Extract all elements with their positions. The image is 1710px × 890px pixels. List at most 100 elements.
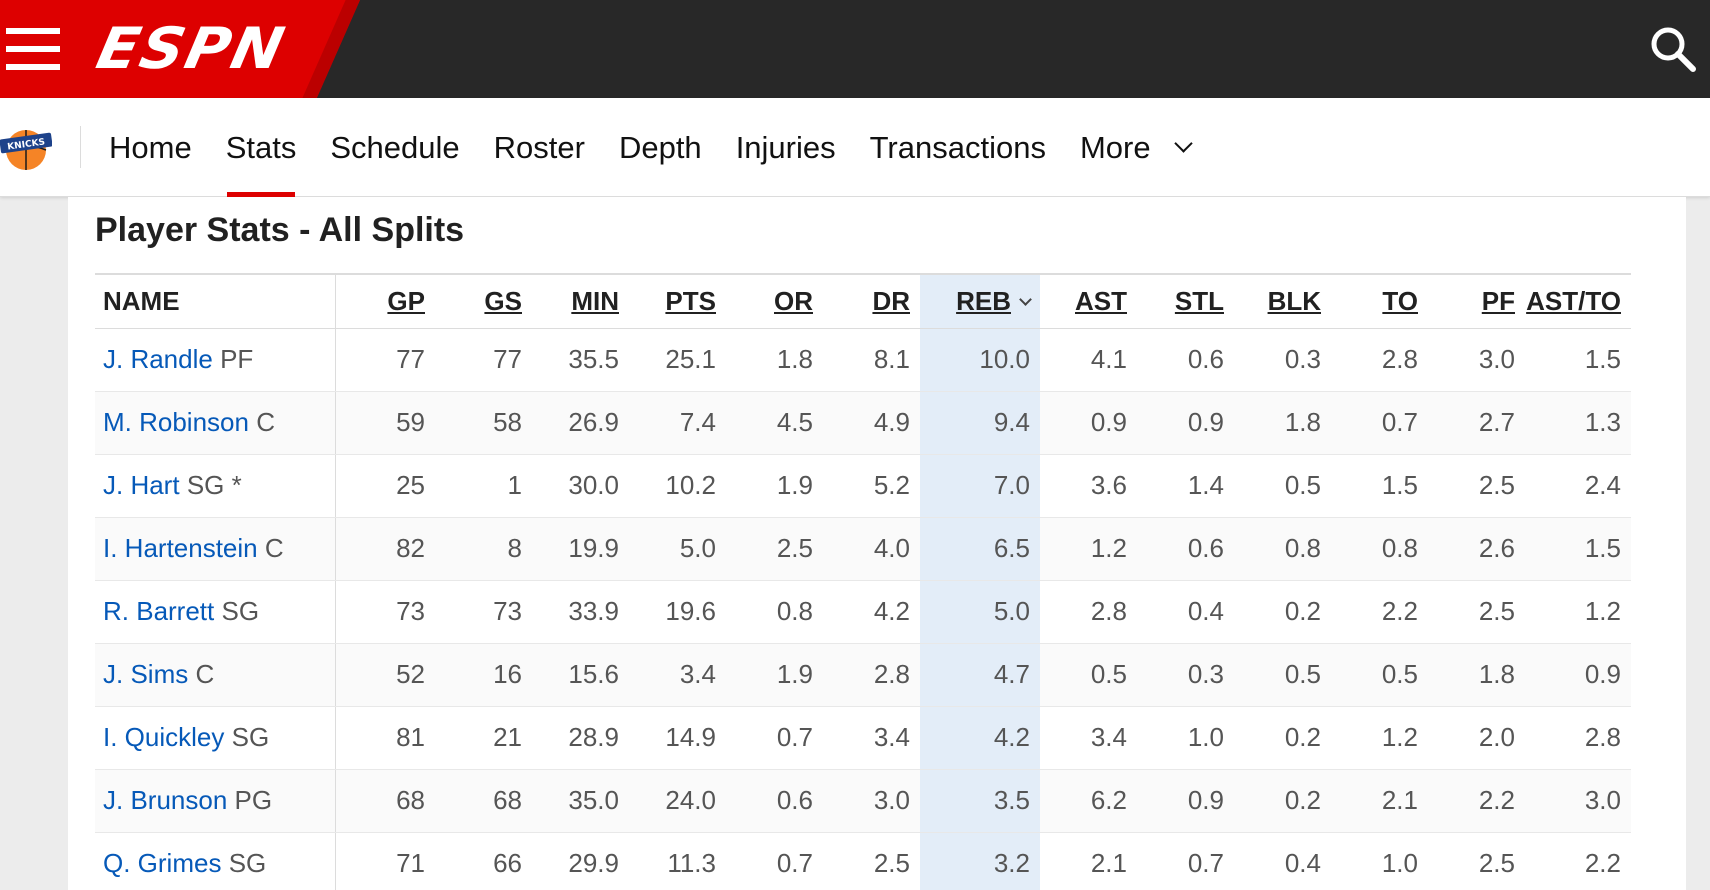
stat-cell-pts: 19.6 [629,580,726,644]
section-title: Player Stats - All Splits [95,211,465,249]
nav-schedule-label: Schedule [330,129,460,165]
stat-cell-min: 35.5 [532,328,629,392]
stat-cell-dr: 3.0 [823,769,920,833]
stat-cell-reb: 3.2 [920,832,1040,890]
stat-cell-dr: 2.5 [823,832,920,890]
column-header-blk[interactable]: BLK [1234,273,1331,329]
stat-cell-blk: 0.4 [1234,832,1331,890]
stat-cell-ast: 0.9 [1040,391,1137,455]
table-row: R. Barrett SG 73 73 33.9 19.6 0.8 4.2 5.0 2.8 0.4… [95,580,1631,644]
stat-cell-dr: 2.8 [823,643,920,707]
stat-cell-gs: 58 [435,391,532,455]
stat-cell-ast-to: 2.2 [1525,832,1631,890]
stat-cell-pts: 14.9 [629,706,726,770]
player-name-link[interactable]: R. Barrett [103,596,215,626]
stat-cell-gs: 1 [435,454,532,518]
player-position: C [264,533,284,563]
stat-cell-to: 2.2 [1331,580,1428,644]
nav-home[interactable]: Home [92,98,209,197]
stat-cell-stl: 0.9 [1137,769,1234,833]
espn-logo[interactable]: ESPN [90,15,292,83]
stat-cell-blk: 0.8 [1234,517,1331,581]
nav-stats-label: Stats [225,129,297,165]
stat-cell-ast-to: 1.3 [1525,391,1631,455]
column-header-label: MIN [571,285,619,316]
column-header-min[interactable]: MIN [532,273,629,329]
column-header-pf[interactable]: PF [1428,273,1525,329]
nav-more-dropdown[interactable]: More [1063,98,1207,197]
stat-cell-gp: 77 [335,328,435,392]
nav-home-label: Home [109,129,192,165]
player-cell: Q. Grimes SG [95,832,336,890]
column-header-reb[interactable]: REB [920,273,1040,329]
stat-cell-to: 1.0 [1331,832,1428,890]
column-header-or[interactable]: OR [726,273,823,329]
stat-cell-ast-to: 2.8 [1525,706,1631,770]
stat-cell-ast: 2.8 [1040,580,1137,644]
table-row: Q. Grimes SG 71 66 29.9 11.3 0.7 2.5 3.2 2.1 0.7 0… [95,832,1631,890]
player-name-link[interactable]: Q. Grimes [103,848,222,878]
player-name-link[interactable]: I. Hartenstein [103,533,258,563]
stat-cell-or: 1.9 [726,454,823,518]
stat-cell-dr: 8.1 [823,328,920,392]
column-header-stl[interactable]: STL [1137,273,1234,329]
stat-cell-min: 35.0 [532,769,629,833]
stat-cell-min: 28.9 [532,706,629,770]
stat-cell-stl: 0.6 [1137,328,1234,392]
player-position: C [195,659,215,689]
table-row: M. Robinson C 59 58 26.9 7.4 4.5 4.9 9.4 0.9 0.9 1… [95,391,1631,455]
player-cell: R. Barrett SG [95,580,336,644]
stat-cell-to: 0.5 [1331,643,1428,707]
stat-cell-or: 4.5 [726,391,823,455]
stat-cell-or: 0.6 [726,769,823,833]
table-header-row: NAME GP GS MIN PTS OR DR REB AST STL BLK TO PF AST/T… [95,273,1631,329]
stat-cell-min: 30.0 [532,454,629,518]
stat-cell-stl: 0.6 [1137,517,1234,581]
nav-depth[interactable]: Depth [602,98,719,197]
player-name-link[interactable]: J. Hart [103,470,180,500]
top-header: ESPN [0,0,1710,98]
stat-cell-stl: 1.0 [1137,706,1234,770]
player-stats-table: NAME GP GS MIN PTS OR DR REB AST STL BLK TO PF AST/T… [95,273,1631,890]
column-header-ast[interactable]: AST [1040,273,1137,329]
nav-injuries-label: Injuries [735,129,836,165]
new-york-knicks-logo-icon[interactable]: KNICKS [0,120,53,174]
column-header-gs[interactable]: GS [435,273,532,329]
column-header-label: GP [387,285,425,316]
sort-chevron-down-icon [1019,292,1032,306]
stat-cell-blk: 0.2 [1234,580,1331,644]
stat-cell-pf: 2.5 [1428,454,1525,518]
player-name-link[interactable]: J. Brunson [103,785,228,815]
stat-cell-ast: 4.1 [1040,328,1137,392]
nav-injuries[interactable]: Injuries [719,98,853,197]
column-header-ast-to[interactable]: AST/TO [1525,273,1631,329]
column-header-to[interactable]: TO [1331,273,1428,329]
column-header-dr[interactable]: DR [823,273,920,329]
table-row: J. Hart SG * 25 1 30.0 10.2 1.9 5.2 7.0 3.6 1.4 0.… [95,454,1631,518]
search-icon[interactable] [1648,24,1698,74]
stat-cell-dr: 5.2 [823,454,920,518]
player-name-link[interactable]: M. Robinson [103,407,249,437]
player-name-link[interactable]: I. Quickley [103,722,225,752]
nav-roster[interactable]: Roster [477,98,602,197]
nav-schedule[interactable]: Schedule [313,98,476,197]
hamburger-menu-icon[interactable] [6,28,60,70]
column-header-gp[interactable]: GP [335,273,435,329]
column-header-label: OR [774,285,813,316]
nav-transactions[interactable]: Transactions [853,98,1063,197]
column-header-label: AST/TO [1526,285,1621,316]
stat-cell-reb: 4.2 [920,706,1040,770]
column-header-pts[interactable]: PTS [629,273,726,329]
stat-cell-blk: 1.8 [1234,391,1331,455]
player-name-link[interactable]: J. Randle [103,344,213,374]
stat-cell-stl: 0.4 [1137,580,1234,644]
stat-cell-stl: 1.4 [1137,454,1234,518]
stat-cell-reb: 4.7 [920,643,1040,707]
nav-stats[interactable]: Stats [209,98,314,197]
column-header-label: DR [872,285,910,316]
stat-cell-pts: 11.3 [629,832,726,890]
stat-cell-or: 0.7 [726,706,823,770]
stat-cell-stl: 0.7 [1137,832,1234,890]
stat-cell-pts: 24.0 [629,769,726,833]
player-name-link[interactable]: J. Sims [103,659,189,689]
